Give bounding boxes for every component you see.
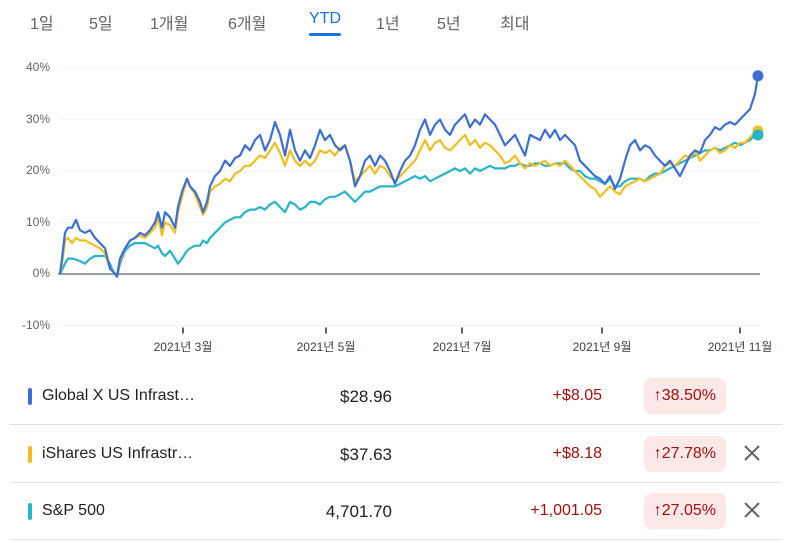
y-axis-label: 0%: [32, 266, 50, 280]
comparison-chart: 40% 30% 20% 10% 0% -10% 2021년 3월 2021년 5월 2021년 …: [0, 50, 800, 360]
security-price: $28.96: [340, 387, 392, 406]
security-name[interactable]: iShares US Infrastr…: [42, 445, 194, 462]
up-arrow-icon: ↑: [653, 445, 662, 462]
close-icon: [744, 502, 760, 518]
series-color-swatch: [28, 503, 32, 520]
percent-change-badge: ↑27.78%: [643, 436, 726, 472]
remove-comparison-button[interactable]: [740, 498, 764, 522]
tab-YTD[interactable]: YTD: [309, 10, 341, 36]
y-axis-label: 40%: [25, 60, 50, 74]
price-change: +1,001.05: [530, 502, 602, 519]
y-axis-label: 10%: [25, 214, 50, 229]
up-arrow-icon: ↑: [653, 502, 662, 519]
tab-1년[interactable]: 1년: [376, 16, 400, 33]
tab-6개월[interactable]: 6개월: [228, 16, 267, 33]
series-color-swatch: [28, 446, 32, 463]
comparison-row[interactable]: Global X US Infrast… $28.96 +$8.05 ↑38.5…: [10, 368, 782, 425]
y-axis-label: 20%: [25, 163, 50, 177]
tab-1개월[interactable]: 1개월: [150, 16, 189, 33]
x-axis-label: 2021년 5월: [296, 340, 356, 354]
chart-plot: [58, 67, 764, 334]
tab-5년[interactable]: 5년: [437, 16, 461, 33]
series-end-marker: [752, 129, 764, 141]
series-color-swatch: [28, 388, 32, 405]
price-change: +$8.05: [552, 387, 602, 404]
security-price: $37.63: [340, 445, 392, 464]
security-name[interactable]: Global X US Infrast…: [42, 387, 195, 404]
security-price: 4,701.70: [325, 502, 392, 521]
security-name[interactable]: S&P 500: [42, 502, 105, 519]
close-icon: [744, 445, 760, 461]
comparison-row[interactable]: S&P 500 4,701.70 +1,001.05 ↑27.05%: [10, 483, 782, 540]
x-axis-label: 2021년 3월: [153, 340, 213, 354]
range-tabs: 1일 5일 1개월 6개월 YTD 1년 5년 최대: [0, 0, 800, 40]
price-change: +$8.18: [552, 445, 602, 462]
x-axis-label: 2021년 11월: [707, 340, 773, 354]
x-axis-label: 2021년 9월: [572, 340, 632, 354]
comparison-row[interactable]: iShares US Infrastr… $37.63 +$8.18 ↑27.7…: [10, 426, 782, 483]
y-axis-label: -10%: [21, 317, 50, 332]
up-arrow-icon: ↑: [653, 387, 662, 404]
remove-comparison-button[interactable]: [740, 441, 764, 465]
x-axis-label: 2021년 7월: [432, 340, 492, 354]
percent-change-value: 27.05%: [661, 502, 716, 519]
tab-5일[interactable]: 5일: [89, 16, 113, 33]
percent-change-badge: ↑38.50%: [643, 378, 726, 414]
series-end-marker: [752, 70, 764, 82]
tab-1일[interactable]: 1일: [30, 16, 54, 33]
percent-change-value: 27.78%: [661, 445, 716, 462]
y-axis-label: 30%: [25, 111, 50, 126]
percent-change-badge: ↑27.05%: [643, 493, 726, 529]
tab-최대[interactable]: 최대: [500, 16, 530, 33]
percent-change-value: 38.50%: [661, 387, 716, 404]
